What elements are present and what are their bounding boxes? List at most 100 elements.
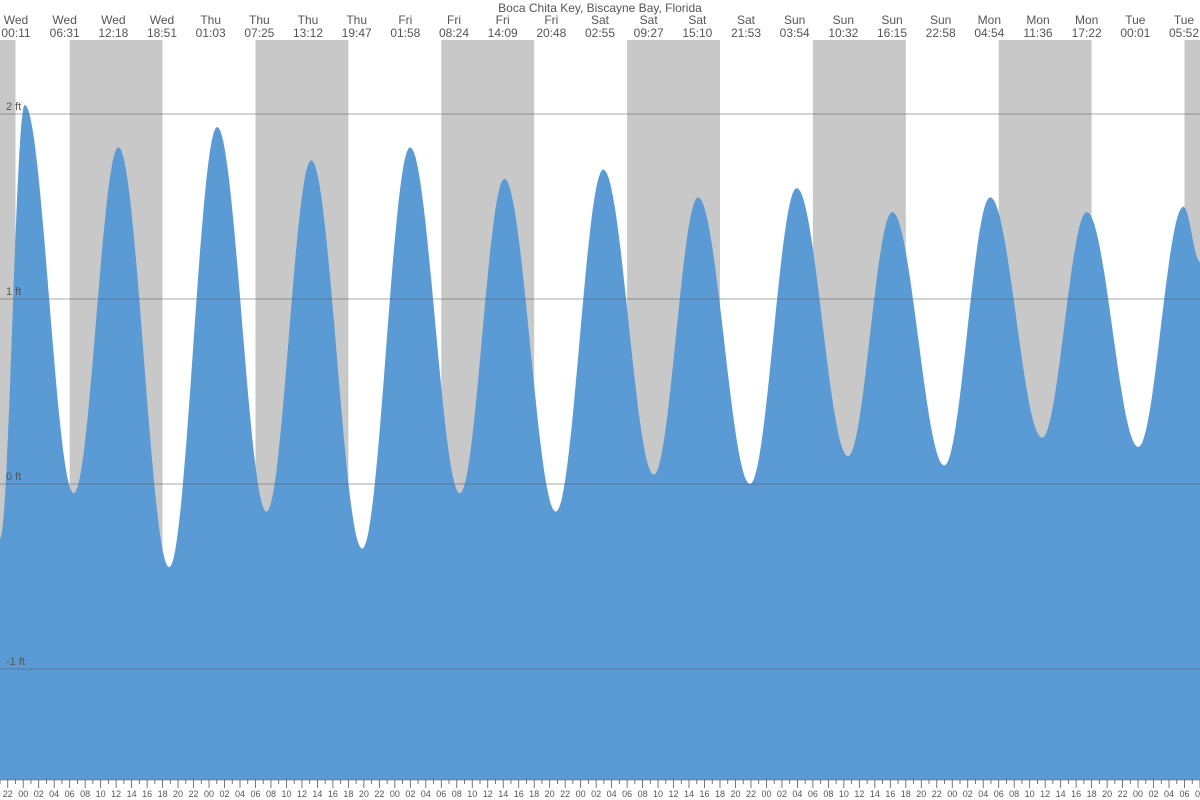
y-axis-label: -1 ft	[6, 656, 25, 668]
hour-label: 22	[1118, 789, 1128, 799]
hour-label: 10	[96, 789, 106, 799]
header-day: Thu	[249, 13, 270, 27]
hour-label: 10	[839, 789, 849, 799]
hour-label: 06	[622, 789, 632, 799]
hour-label: 12	[111, 789, 121, 799]
hour-label: 12	[297, 789, 307, 799]
header-time: 17:22	[1072, 26, 1102, 40]
header-day: Mon	[1026, 13, 1049, 27]
header-day: Wed	[4, 13, 28, 27]
hour-label: 08	[1009, 789, 1019, 799]
hour-label: 00	[18, 789, 28, 799]
header-day: Wed	[101, 13, 125, 27]
header-day: Fri	[398, 13, 412, 27]
hour-label: 18	[529, 789, 539, 799]
hour-label: 18	[715, 789, 725, 799]
hour-label: 18	[343, 789, 353, 799]
header-day: Tue	[1174, 13, 1195, 27]
header-time: 08:24	[439, 26, 469, 40]
header-time: 02:55	[585, 26, 615, 40]
header-time: 00:11	[1, 26, 30, 40]
header-day: Sun	[784, 13, 805, 27]
header-day: Sat	[591, 13, 610, 27]
hour-label: 06	[250, 789, 260, 799]
hour-label: 06	[65, 789, 75, 799]
hour-label: 20	[730, 789, 740, 799]
hour-label: 02	[405, 789, 415, 799]
header-day: Wed	[52, 13, 76, 27]
hour-label: 18	[158, 789, 168, 799]
header-day: Fri	[544, 13, 558, 27]
header-time: 06:31	[50, 26, 80, 40]
hour-label: 08	[452, 789, 462, 799]
hour-label: 06	[1180, 789, 1190, 799]
hour-label: 04	[421, 789, 431, 799]
hour-label: 14	[1056, 789, 1066, 799]
header-time: 12:18	[98, 26, 128, 40]
header-time: 18:51	[147, 26, 177, 40]
hour-label: 02	[591, 789, 601, 799]
header-time: 03:54	[780, 26, 810, 40]
y-axis-label: 2 ft	[6, 101, 21, 113]
hour-label: 20	[545, 789, 555, 799]
header-time: 13:12	[293, 26, 323, 40]
hour-label: 06	[994, 789, 1004, 799]
hour-label: 22	[3, 789, 13, 799]
hour-label: 06	[436, 789, 446, 799]
hour-label: 12	[1040, 789, 1050, 799]
header-time: 10:32	[828, 26, 858, 40]
header-day: Sun	[833, 13, 854, 27]
header-day: Fri	[447, 13, 461, 27]
header-time: 21:53	[731, 26, 761, 40]
header-time: 14:09	[488, 26, 518, 40]
header-time: 01:03	[196, 26, 226, 40]
hour-label: 08	[638, 789, 648, 799]
hour-label: 02	[777, 789, 787, 799]
hour-label: 22	[746, 789, 756, 799]
header-day: Sat	[688, 13, 707, 27]
hour-label: 02	[34, 789, 44, 799]
header-day: Mon	[978, 13, 1001, 27]
y-axis-label: 0 ft	[6, 471, 21, 483]
hour-label: 14	[498, 789, 508, 799]
hour-label: 08	[80, 789, 90, 799]
header-day: Thu	[298, 13, 319, 27]
hour-label: 20	[1102, 789, 1112, 799]
header-day: Thu	[200, 13, 221, 27]
header-time: 22:58	[926, 26, 956, 40]
header-day: Wed	[150, 13, 174, 27]
y-axis-label: 1 ft	[6, 286, 21, 298]
hour-label: 12	[854, 789, 864, 799]
hour-label: 16	[328, 789, 338, 799]
hour-label: 04	[1164, 789, 1174, 799]
hour-label: 14	[312, 789, 322, 799]
hour-label: 10	[467, 789, 477, 799]
hour-label: 14	[127, 789, 137, 799]
hour-label: 00	[576, 789, 586, 799]
hour-label: 02	[963, 789, 973, 799]
hour-label: 14	[870, 789, 880, 799]
header-day: Sat	[737, 13, 756, 27]
hour-label: 10	[281, 789, 291, 799]
hour-label: 06	[808, 789, 818, 799]
header-time: 20:48	[536, 26, 566, 40]
tide-chart: -1 ft 0 ft 1 ft 2 ft 22 00 02 04 06 08 10 12 14 16 18 2…	[0, 0, 1200, 800]
hour-label: 20	[359, 789, 369, 799]
hour-label: 04	[235, 789, 245, 799]
header-time: 01:58	[390, 26, 420, 40]
hour-label: 10	[653, 789, 663, 799]
hour-label: 00	[1133, 789, 1143, 799]
header-day: Sat	[640, 13, 659, 27]
header-time: 05:52	[1169, 26, 1199, 40]
hour-label: 12	[483, 789, 493, 799]
hour-label: 16	[700, 789, 710, 799]
hour-label: 02	[220, 789, 230, 799]
header-time: 09:27	[634, 26, 664, 40]
header-time: 11:36	[1023, 26, 1052, 40]
hour-label: 16	[514, 789, 524, 799]
hour-label: 16	[1071, 789, 1081, 799]
hour-label: 22	[374, 789, 384, 799]
hour-label: 22	[560, 789, 570, 799]
hour-label: 14	[684, 789, 694, 799]
hour-label: 16	[142, 789, 152, 799]
